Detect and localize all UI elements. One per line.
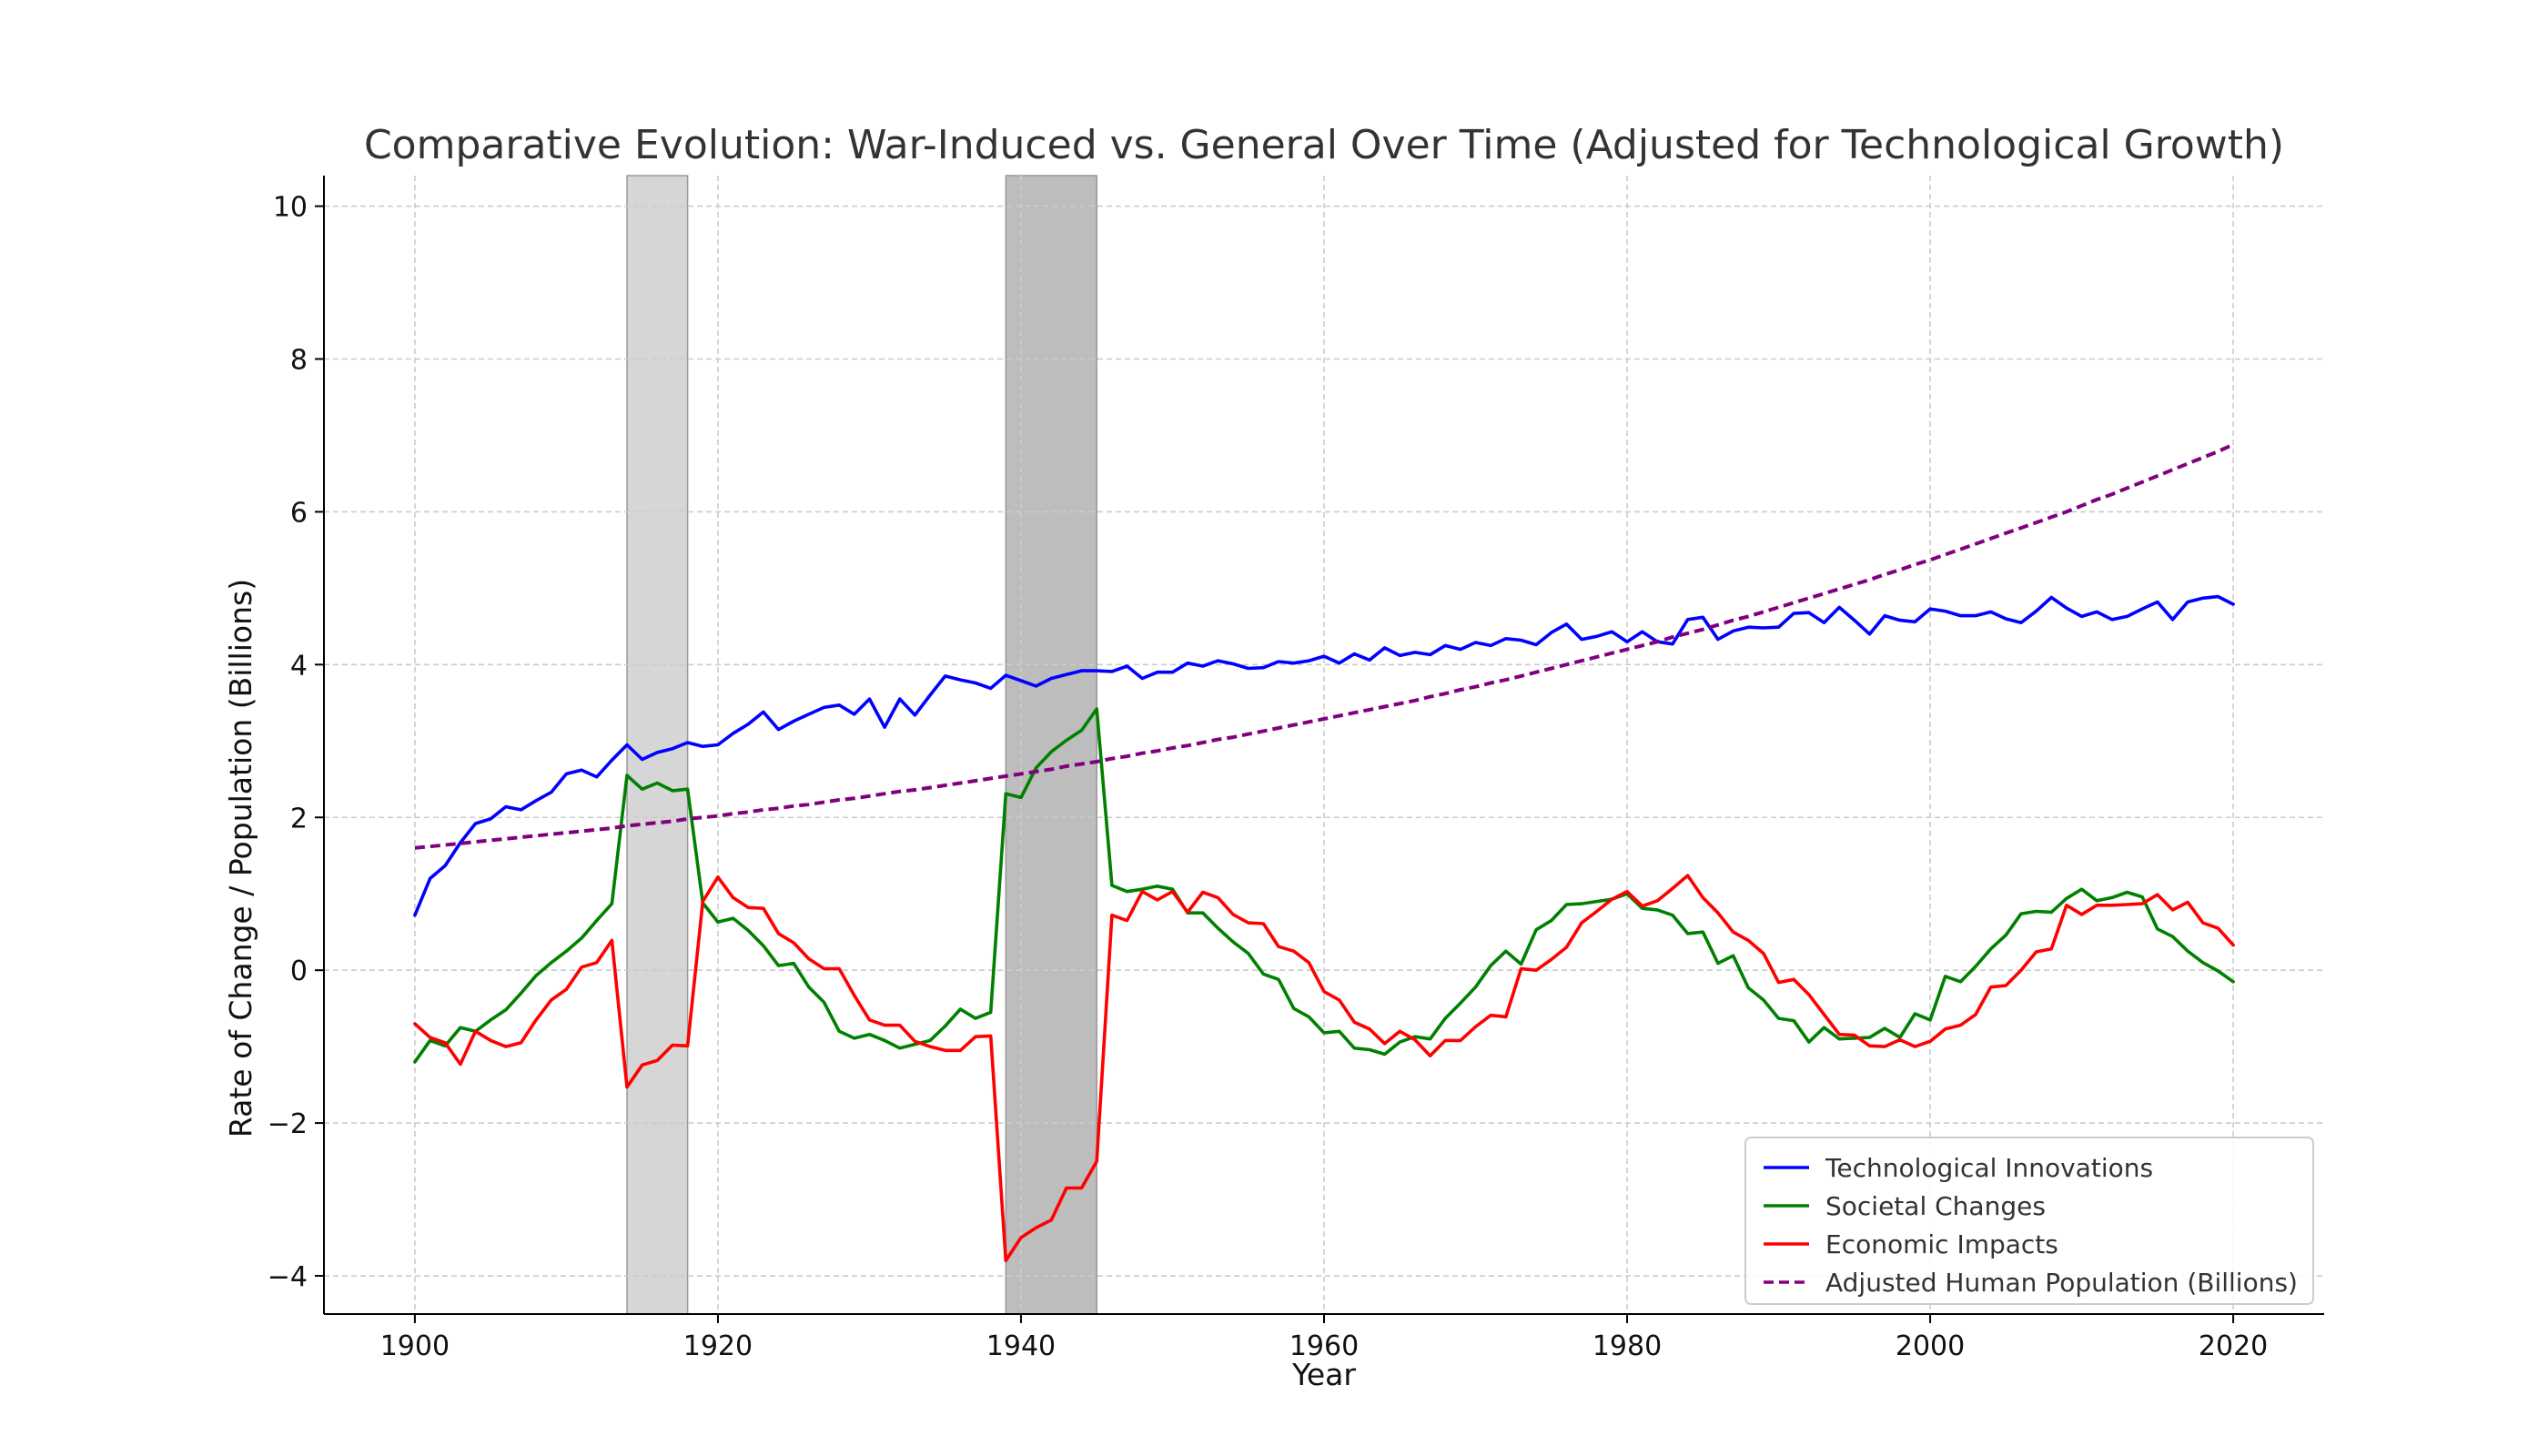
legend-label-2: Societal Changes [1825,1191,2046,1221]
ticks: 1900 1920 1940 1960 1980 2000 2020 −4 −2 0 2 4 6 8 10 [268,192,2269,1362]
chart-title: Comparative Evolution: War-Induced vs. G… [364,122,2284,168]
series-line-1 [413,594,2235,917]
y-tick-label: 2 [290,803,308,834]
y-tick-label: 4 [290,650,308,682]
x-tick-label: 1900 [380,1330,450,1362]
y-tick-label: 8 [290,345,308,377]
x-tick-label: 1940 [986,1330,1056,1362]
x-tick-label: 2020 [2199,1330,2268,1362]
x-tick-label: 1920 [683,1330,753,1362]
legend: Technological Innovations Societal Change… [1744,1137,2314,1305]
y-tick-label: 10 [273,192,308,224]
series-line-2 [413,707,2235,1064]
y-tick-label: −4 [268,1261,308,1293]
legend-label-1: Technological Innovations [1825,1153,2153,1183]
legend-label-4: Adjusted Human Population (Billions) [1825,1268,2298,1298]
y-tick-label: −2 [268,1108,308,1140]
shaded-region-2 [1005,175,1097,1315]
series-lines [413,442,2235,1262]
series-line-3 [413,874,2235,1262]
legend-box [1744,1137,2314,1305]
x-axis-title: Year [1291,1357,1356,1392]
series-line-4 [414,442,2234,850]
x-tick-label: 1960 [1289,1330,1359,1362]
legend-label-3: Economic Impacts [1825,1229,2058,1259]
shaded-region-1 [626,175,689,1315]
y-tick-label: 6 [290,497,308,529]
y-axis-title: Rate of Change / Population (Billions) [223,579,258,1138]
y-tick-label: 0 [290,956,308,987]
x-tick-label: 1980 [1592,1330,1662,1362]
x-tick-label: 2000 [1896,1330,1965,1362]
